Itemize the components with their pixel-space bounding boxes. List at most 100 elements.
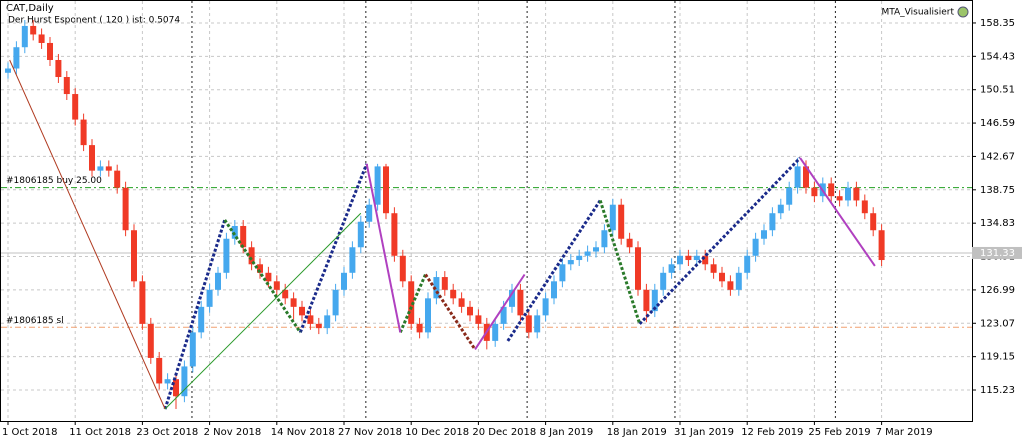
candle-body [248,247,255,265]
candle-body [803,166,809,188]
zigzag [164,212,362,410]
candle-body [147,323,154,358]
candle-body [324,315,331,329]
candle-body [735,272,742,290]
candle-body [282,289,289,299]
candle-body [240,225,247,248]
zigzag [638,156,802,325]
candle-body [450,289,457,299]
candle-body [72,94,79,120]
candle-body [702,255,709,265]
zigzag [799,157,876,267]
candle-body [609,204,616,231]
candle-body [584,251,591,256]
candle-body [878,230,885,261]
candle-body [265,272,272,282]
x-tick-label: 18 Jan 2019 [607,427,667,438]
candle-body [198,306,205,333]
zigzag [9,59,166,410]
indicator-icon [957,6,969,18]
x-tick-label: 27 Nov 2018 [338,427,402,438]
candle-body [357,221,364,248]
y-tick-label: 154.43 [980,51,1015,62]
y-tick-label: 138.75 [980,185,1015,196]
candle-body [710,264,717,273]
candle-body [181,366,188,397]
candle-body [828,183,835,197]
candle-body [290,298,297,307]
x-tick-label: 12 Feb 2019 [741,427,803,438]
candle-body [458,298,465,307]
candle-body [685,255,692,261]
candle-body [164,379,171,384]
candle-body [811,187,818,197]
x-tick-label: 10 Dec 2018 [405,427,469,438]
y-tick-label: 134.83 [980,218,1015,229]
candle-body [475,315,482,324]
zigzag [598,199,642,325]
candle-body [307,315,314,324]
candle-body [542,298,549,316]
candle-body [870,213,877,231]
x-tick-label: 23 Oct 2018 [136,427,198,438]
candle-body [441,277,448,290]
candle-body [299,306,305,316]
candle-body [38,34,45,43]
x-tick-label: 14 Nov 2018 [271,427,335,438]
candle-body [836,196,843,201]
y-tick-label: 146.59 [980,118,1015,129]
candle-body [114,170,121,188]
x-tick-label: 25 Feb 2019 [808,427,870,438]
candle-body [416,323,423,333]
candle-body [13,47,20,69]
candle-body [332,289,339,316]
candle-body [509,289,515,307]
candle-body [567,260,574,265]
y-tick-label: 142.67 [980,151,1015,162]
candle-body [122,187,129,231]
candle-body [173,379,179,397]
candle-body [80,119,87,146]
candle-body [215,272,221,290]
candle-body [777,204,784,214]
x-tick-label: 31 Jan 2019 [674,427,734,438]
candle-body [727,281,734,290]
candle-body [677,255,683,265]
candle-body [408,281,415,324]
candle-body [21,25,28,48]
candle-body [861,200,868,214]
candle-body [341,272,347,290]
candle-body [383,166,389,214]
candle-body [752,238,759,256]
candle-body [534,315,541,333]
candle-body [559,264,566,282]
chart-title: CAT,Daily [6,3,54,14]
zigzag [223,219,302,334]
zigzag [474,273,526,350]
candle-body [626,238,633,248]
candle-body [576,255,583,261]
candle-body [719,272,725,282]
indicator-label: MTA_Visualisiert [881,8,954,18]
candle-body [500,306,507,324]
candle-body [601,230,608,248]
candle-body [744,255,751,273]
candle-body [643,289,650,312]
candle-body [223,238,230,273]
candle-body [315,323,322,329]
candle-body [349,247,356,273]
candle-body [425,298,431,333]
x-tick-label: 1 Oct 2018 [2,427,57,438]
candle-body [63,77,70,95]
candle-body [660,272,667,290]
candle-body [139,281,146,324]
candle-body [30,25,37,35]
candle-body [517,289,524,316]
x-tick-label: 11 Oct 2018 [69,427,131,438]
zigzag [506,199,602,342]
candle-body [105,166,112,171]
candle-body [769,213,776,231]
candle-body [399,255,406,282]
zigzag [398,273,427,333]
